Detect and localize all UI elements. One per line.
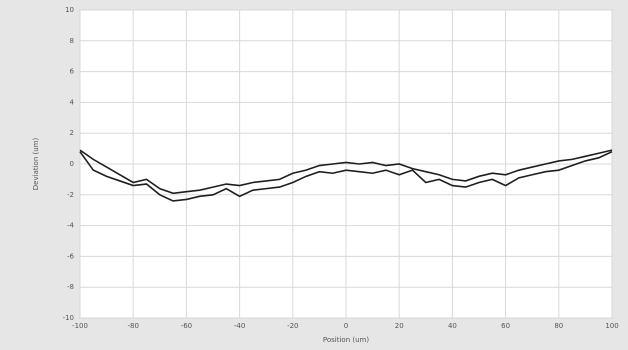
x-tick-label: 0: [344, 322, 348, 330]
y-tick-label: 10: [65, 6, 74, 14]
y-tick-label: 0: [70, 160, 74, 168]
x-tick-label: -60: [181, 322, 192, 330]
x-axis-label: Position (um): [323, 336, 369, 344]
x-tick-label: 20: [395, 322, 404, 330]
y-tick-label: -10: [63, 314, 74, 322]
y-tick-label: 2: [70, 129, 74, 137]
y-tick-label: 8: [70, 37, 74, 45]
x-tick-label: -40: [234, 322, 245, 330]
y-tick-label: -2: [67, 191, 74, 199]
x-tick-label: -80: [127, 322, 138, 330]
series-line: [79, 149, 613, 195]
x-tick-label: -100: [72, 322, 88, 330]
y-tick-label: 4: [70, 98, 75, 106]
x-tick-label: -20: [287, 322, 298, 330]
series-line: [79, 150, 613, 202]
x-tick-label: 100: [605, 322, 618, 330]
y-tick-label: -8: [67, 283, 74, 291]
y-axis-label: Deviation (um): [32, 138, 40, 191]
x-tick-label: 40: [448, 322, 457, 330]
x-tick-label: 60: [501, 322, 510, 330]
x-tick-label: 80: [554, 322, 563, 330]
y-tick-label: 6: [70, 68, 75, 76]
y-tick-label: -4: [67, 222, 75, 230]
y-tick-label: -6: [67, 252, 75, 260]
